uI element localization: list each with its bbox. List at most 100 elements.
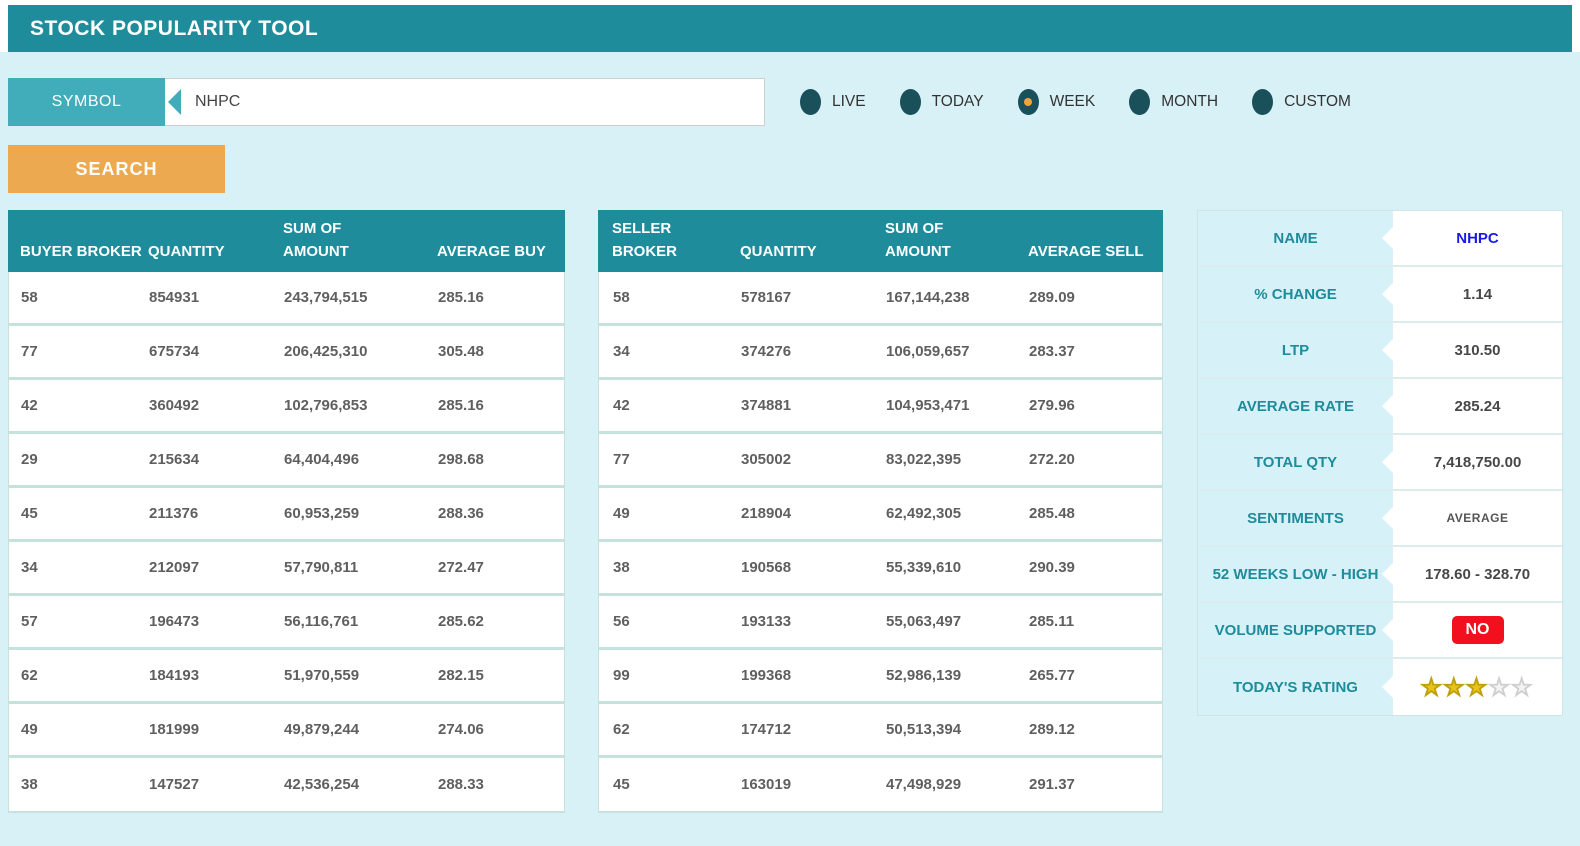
col-header-quantity: QUANTITY bbox=[148, 242, 225, 260]
period-label: WEEK bbox=[1049, 93, 1096, 110]
average-sell-cell: 290.39 bbox=[1029, 559, 1075, 576]
volume-supported-value: NO bbox=[1393, 603, 1562, 657]
name-label: NAME bbox=[1198, 211, 1393, 265]
broker-cell: 58 bbox=[21, 289, 38, 306]
broker-cell: 77 bbox=[21, 343, 38, 360]
average-buy-cell: 298.68 bbox=[438, 451, 484, 468]
broker-cell: 99 bbox=[613, 667, 630, 684]
average-buy-cell: 305.48 bbox=[438, 343, 484, 360]
sum-of-amount-cell: 55,063,497 bbox=[886, 613, 962, 630]
sum-of-amount-cell: 102,796,853 bbox=[284, 397, 368, 414]
search-button[interactable]: SEARCH bbox=[8, 145, 225, 193]
quantity-cell: 578167 bbox=[741, 289, 792, 306]
broker-cell: 29 bbox=[21, 451, 38, 468]
table-row: 45 211376 60,953,259 288.36 bbox=[9, 488, 564, 542]
table-row: 58 854931 243,794,515 285.16 bbox=[9, 272, 564, 326]
summary-row-52-weeks: 52 WEEKS LOW - HIGH 178.60 - 328.70 bbox=[1198, 547, 1562, 603]
table-row: 62 184193 51,970,559 282.15 bbox=[9, 650, 564, 704]
quantity-cell: 212097 bbox=[149, 559, 200, 576]
col-header-sum-of-amount: SUM OF AMOUNT bbox=[885, 219, 951, 260]
table-row: 77 305002 83,022,395 272.20 bbox=[599, 434, 1162, 488]
quantity-cell: 218904 bbox=[741, 505, 792, 522]
period-radio-group: LIVE TODAY WEEK MONTH CUSTOM bbox=[800, 89, 1351, 115]
symbol-field-label: SYMBOL bbox=[8, 78, 165, 126]
quantity-cell: 215634 bbox=[149, 451, 200, 468]
radio-icon bbox=[800, 89, 821, 115]
quantity-cell: 174712 bbox=[741, 721, 792, 738]
broker-cell: 56 bbox=[613, 613, 630, 630]
period-radio-month[interactable]: MONTH bbox=[1129, 89, 1218, 115]
average-sell-cell: 283.37 bbox=[1029, 343, 1075, 360]
page-title: STOCK POPULARITY TOOL bbox=[30, 16, 319, 40]
col-header-seller-broker: SELLER BROKER bbox=[612, 219, 678, 260]
radio-icon bbox=[1252, 89, 1274, 115]
controls-row: SYMBOL LIVE TODAY WEEK MONTH bbox=[8, 78, 1572, 126]
no-badge: NO bbox=[1451, 616, 1504, 644]
table-row: 38 147527 42,536,254 288.33 bbox=[9, 758, 564, 812]
broker-cell: 42 bbox=[21, 397, 38, 414]
broker-cell: 49 bbox=[613, 505, 630, 522]
average-rate-label: AVERAGE RATE bbox=[1198, 379, 1393, 433]
quantity-cell: 147527 bbox=[149, 776, 200, 793]
summary-row-volume-supported: VOLUME SUPPORTED NO bbox=[1198, 603, 1562, 659]
broker-cell: 45 bbox=[613, 776, 630, 793]
col-header-sum-of-amount: SUM OF AMOUNT bbox=[283, 219, 349, 260]
average-buy-cell: 285.16 bbox=[438, 397, 484, 414]
empty-stars-icon: ★★ bbox=[1488, 673, 1535, 700]
summary-row-name: NAME NHPC bbox=[1198, 211, 1562, 267]
symbol-input[interactable] bbox=[165, 79, 764, 125]
average-sell-cell: 289.12 bbox=[1029, 721, 1075, 738]
broker-cell: 45 bbox=[21, 505, 38, 522]
period-radio-live[interactable]: LIVE bbox=[800, 89, 866, 115]
average-sell-cell: 279.96 bbox=[1029, 397, 1075, 414]
sum-of-amount-cell: 51,970,559 bbox=[284, 667, 360, 684]
table-row: 49 181999 49,879,244 274.06 bbox=[9, 704, 564, 758]
quantity-cell: 374276 bbox=[741, 343, 792, 360]
radio-icon bbox=[899, 89, 921, 115]
todays-rating-value: ★★★★★ bbox=[1393, 659, 1562, 715]
average-buy-cell: 272.47 bbox=[438, 559, 484, 576]
summary-row-average-rate: AVERAGE RATE 285.24 bbox=[1198, 379, 1562, 435]
table-row: 38 190568 55,339,610 290.39 bbox=[599, 542, 1162, 596]
average-sell-cell: 272.20 bbox=[1029, 451, 1075, 468]
average-sell-cell: 285.48 bbox=[1029, 505, 1075, 522]
seller-table-header: SELLER BROKER QUANTITY SUM OF AMOUNT AVE… bbox=[598, 210, 1163, 272]
52-weeks-low-high-label: 52 WEEKS LOW - HIGH bbox=[1198, 547, 1393, 601]
filled-stars-icon: ★★★ bbox=[1420, 673, 1489, 700]
content-area: SYMBOL LIVE TODAY WEEK MONTH bbox=[0, 52, 1580, 813]
symbol-input-wrap bbox=[165, 78, 765, 126]
broker-cell: 42 bbox=[613, 397, 630, 414]
average-buy-cell: 288.33 bbox=[438, 776, 484, 793]
broker-cell: 38 bbox=[613, 559, 630, 576]
quantity-cell: 211376 bbox=[149, 505, 199, 522]
buyer-table-body: 58 854931 243,794,515 285.16 77 675734 2… bbox=[8, 272, 565, 813]
period-label: TODAY bbox=[931, 93, 984, 110]
total-qty-value: 7,418,750.00 bbox=[1393, 435, 1562, 489]
quantity-cell: 196473 bbox=[149, 613, 200, 630]
summary-row-ltp: LTP 310.50 bbox=[1198, 323, 1562, 379]
period-radio-custom[interactable]: CUSTOM bbox=[1252, 89, 1351, 115]
sum-of-amount-cell: 106,059,657 bbox=[886, 343, 970, 360]
symbol-name-value[interactable]: NHPC bbox=[1393, 211, 1562, 265]
sum-of-amount-cell: 57,790,811 bbox=[284, 559, 359, 576]
period-label: CUSTOM bbox=[1284, 93, 1351, 110]
sum-of-amount-cell: 56,116,761 bbox=[284, 613, 359, 630]
table-row: 42 360492 102,796,853 285.16 bbox=[9, 380, 564, 434]
summary-row-sentiments: SENTIMENTS AVERAGE bbox=[1198, 491, 1562, 547]
broker-cell: 34 bbox=[613, 343, 630, 360]
period-radio-week[interactable]: WEEK bbox=[1017, 89, 1096, 115]
table-row: 77 675734 206,425,310 305.48 bbox=[9, 326, 564, 380]
quantity-cell: 675734 bbox=[149, 343, 200, 360]
average-sell-cell: 285.11 bbox=[1029, 613, 1075, 630]
buyer-broker-table: BUYER BROKER QUANTITY SUM OF AMOUNT AVER… bbox=[8, 210, 565, 813]
col-header-average-sell: AVERAGE SELL bbox=[1028, 242, 1144, 260]
ltp-value: 310.50 bbox=[1393, 323, 1562, 377]
table-row: 29 215634 64,404,496 298.68 bbox=[9, 434, 564, 488]
quantity-cell: 190568 bbox=[741, 559, 792, 576]
page-top-margin bbox=[0, 0, 1580, 5]
table-row: 58 578167 167,144,238 289.09 bbox=[599, 272, 1162, 326]
sum-of-amount-cell: 62,492,305 bbox=[886, 505, 962, 522]
table-row: 34 212097 57,790,811 272.47 bbox=[9, 542, 564, 596]
period-radio-today[interactable]: TODAY bbox=[899, 89, 984, 115]
sum-of-amount-cell: 64,404,496 bbox=[284, 451, 360, 468]
